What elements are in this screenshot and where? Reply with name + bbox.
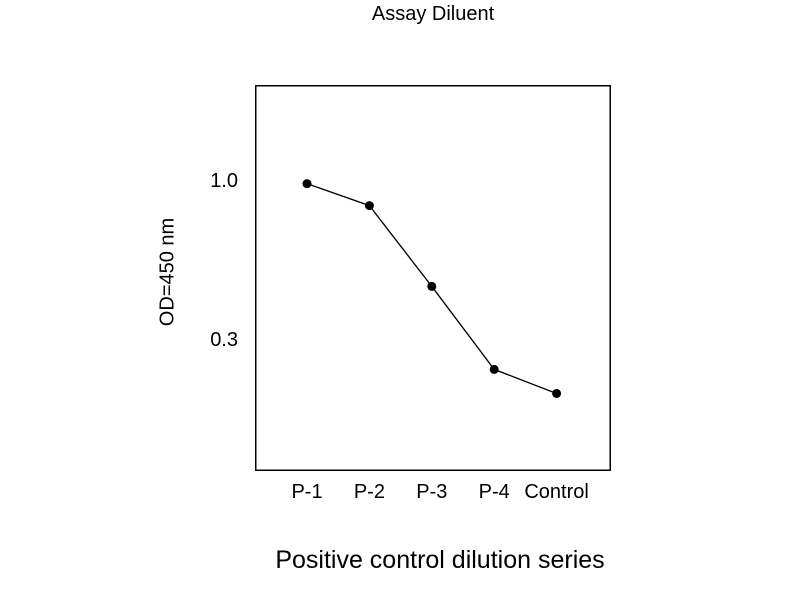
x-tick-label-P-3: P-3 <box>416 481 448 503</box>
plot-frame <box>255 85 611 471</box>
chart-title: Assay Diluent <box>371 3 495 25</box>
data-point-P-3 <box>427 281 437 291</box>
plot-area <box>255 85 611 471</box>
x-tick-label-Control: Control <box>524 481 589 503</box>
data-point-P-2 <box>364 201 374 211</box>
data-point-Control <box>552 388 562 398</box>
y-tick-label: 0.3 <box>210 328 238 351</box>
x-tick-label-P-1: P-1 <box>291 481 323 503</box>
y-tick-label: 1.0 <box>210 170 238 192</box>
data-point-P-1 <box>302 179 312 189</box>
x-axis-title: Positive control dilution series <box>275 546 605 574</box>
x-tick-label-P-2: P-2 <box>353 481 385 503</box>
y-axis-label: OD=450 nm <box>156 217 179 327</box>
data-point-P-4 <box>489 364 499 374</box>
x-tick-label-P-4: P-4 <box>478 481 510 503</box>
